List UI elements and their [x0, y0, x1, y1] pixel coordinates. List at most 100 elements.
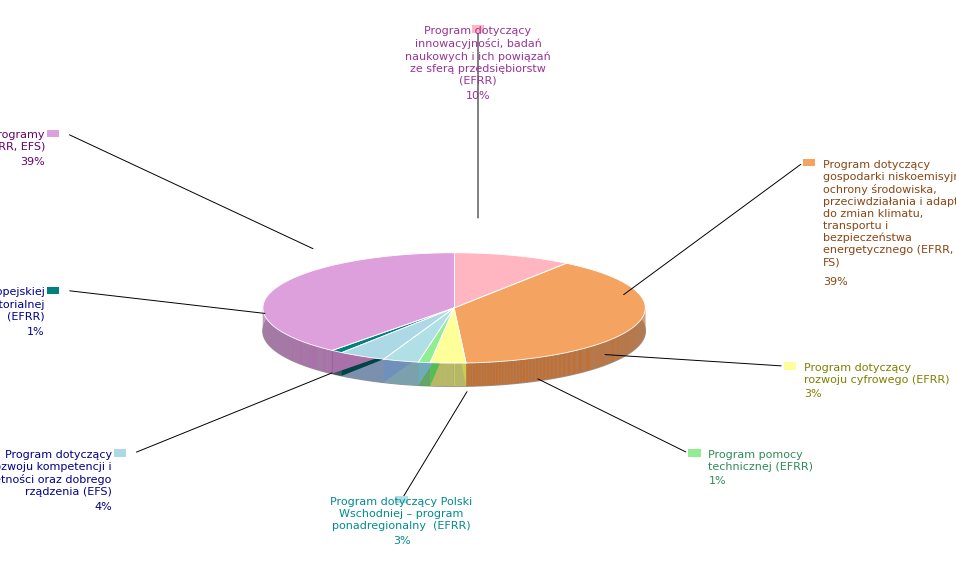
Polygon shape [499, 361, 500, 385]
Polygon shape [430, 308, 454, 386]
Polygon shape [521, 360, 523, 383]
Polygon shape [547, 356, 548, 379]
Text: 39%: 39% [20, 157, 45, 167]
FancyBboxPatch shape [688, 450, 701, 457]
Polygon shape [470, 363, 472, 386]
Polygon shape [569, 352, 570, 375]
Polygon shape [545, 356, 547, 379]
Polygon shape [538, 357, 540, 381]
Polygon shape [316, 346, 317, 370]
Polygon shape [553, 355, 554, 379]
Polygon shape [325, 349, 326, 372]
Polygon shape [593, 346, 594, 370]
Polygon shape [306, 343, 307, 367]
Polygon shape [480, 363, 482, 386]
Polygon shape [567, 352, 568, 376]
Polygon shape [419, 308, 454, 385]
Polygon shape [585, 348, 586, 371]
Polygon shape [544, 356, 545, 380]
Polygon shape [326, 349, 328, 372]
Polygon shape [341, 308, 454, 376]
Polygon shape [430, 308, 467, 363]
Polygon shape [535, 358, 537, 381]
Polygon shape [592, 346, 593, 370]
FancyBboxPatch shape [47, 286, 59, 294]
Polygon shape [526, 359, 527, 382]
Polygon shape [582, 349, 583, 372]
Polygon shape [508, 361, 510, 384]
Text: Program dotyczący
rozwoju cyfrowego (EFRR): Program dotyczący rozwoju cyfrowego (EFR… [804, 363, 949, 385]
Polygon shape [541, 357, 542, 381]
Polygon shape [605, 342, 606, 365]
Polygon shape [487, 363, 488, 386]
Polygon shape [581, 349, 582, 372]
Text: Program dotyczący
rozwoju kompetencji i
umiejętności oraz dobrego
rządzenia (EFS: Program dotyczący rozwoju kompetencji i … [0, 450, 112, 497]
Text: 1%: 1% [708, 476, 726, 486]
Polygon shape [500, 361, 502, 385]
Polygon shape [518, 360, 520, 383]
Polygon shape [573, 351, 574, 375]
Polygon shape [520, 360, 521, 383]
Polygon shape [263, 276, 645, 386]
Text: Regionalne Programy
Operacyjne (EFRR, EFS): Regionalne Programy Operacyjne (EFRR, EF… [0, 131, 45, 152]
FancyBboxPatch shape [395, 496, 407, 503]
Polygon shape [341, 308, 454, 359]
Polygon shape [419, 308, 454, 363]
Polygon shape [331, 350, 333, 374]
FancyBboxPatch shape [803, 159, 815, 166]
Polygon shape [527, 359, 529, 382]
Polygon shape [510, 361, 511, 384]
Polygon shape [503, 361, 505, 385]
Polygon shape [537, 357, 538, 381]
Polygon shape [310, 344, 311, 368]
Polygon shape [333, 308, 454, 374]
Polygon shape [524, 359, 526, 382]
Polygon shape [505, 361, 506, 385]
Polygon shape [589, 347, 590, 370]
FancyBboxPatch shape [114, 450, 126, 457]
Polygon shape [576, 350, 577, 374]
Polygon shape [586, 347, 587, 371]
Polygon shape [558, 354, 560, 378]
FancyBboxPatch shape [784, 363, 796, 370]
Polygon shape [568, 352, 569, 375]
Polygon shape [560, 354, 561, 377]
Polygon shape [469, 363, 470, 386]
Polygon shape [597, 345, 598, 368]
Polygon shape [557, 354, 558, 378]
Text: 3%: 3% [804, 389, 821, 399]
Polygon shape [323, 348, 324, 372]
Polygon shape [383, 308, 454, 382]
Polygon shape [572, 352, 573, 375]
Polygon shape [502, 361, 503, 385]
Polygon shape [475, 363, 477, 386]
Polygon shape [494, 362, 495, 385]
Text: Program dotyczący
gospodarki niskoemisyjnej,
ochrony środowiska,
przeciwdziałani: Program dotyczący gospodarki niskoemisyj… [823, 160, 956, 267]
Polygon shape [578, 350, 580, 373]
Polygon shape [482, 363, 483, 386]
Text: 10%: 10% [466, 91, 490, 101]
Polygon shape [309, 344, 310, 367]
Polygon shape [430, 308, 454, 386]
Polygon shape [328, 349, 329, 373]
Polygon shape [305, 342, 306, 366]
Polygon shape [313, 345, 314, 369]
Text: 39%: 39% [823, 277, 848, 287]
Polygon shape [485, 363, 487, 386]
Polygon shape [333, 308, 454, 374]
Polygon shape [516, 360, 518, 383]
Polygon shape [580, 349, 581, 373]
Polygon shape [454, 263, 645, 363]
Polygon shape [587, 347, 588, 371]
Polygon shape [511, 361, 512, 384]
Polygon shape [599, 343, 600, 367]
Polygon shape [570, 352, 572, 375]
Polygon shape [513, 360, 515, 383]
Polygon shape [540, 357, 541, 381]
Text: Programy Europejskiej
Współpracy Terytorialnej
(EFRR): Programy Europejskiej Współpracy Terytor… [0, 288, 45, 322]
Polygon shape [322, 348, 323, 371]
Polygon shape [341, 308, 454, 376]
Polygon shape [550, 356, 551, 379]
Polygon shape [308, 343, 309, 367]
Polygon shape [419, 308, 454, 385]
